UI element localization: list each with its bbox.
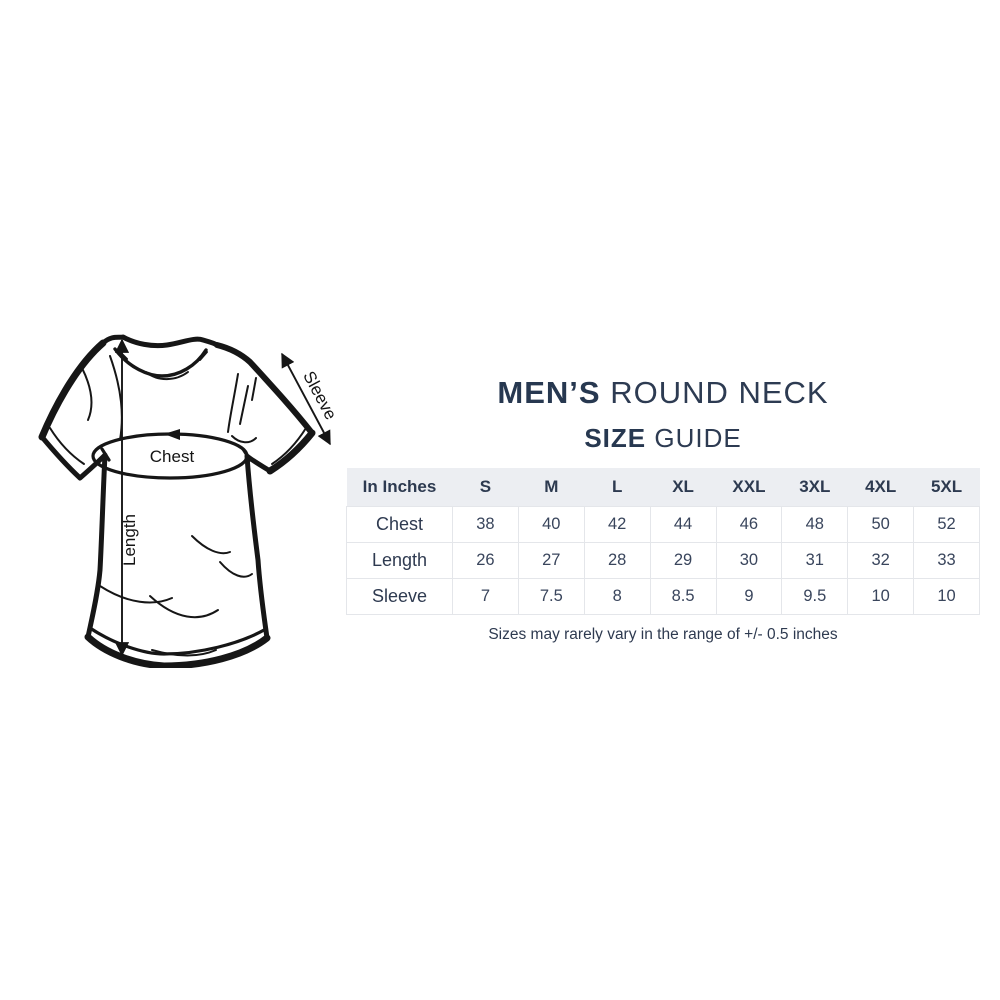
tshirt-outline-icon	[38, 334, 316, 668]
header-cell-size: XL	[650, 468, 716, 506]
tshirt-measurement-diagram: Chest Length Sleeve	[24, 328, 344, 668]
value-cell: 27	[517, 541, 585, 579]
header-cell-size: 3XL	[781, 468, 848, 506]
value-cell: 8.5	[649, 577, 717, 615]
value-cell: 26	[452, 541, 519, 579]
value-cell: 31	[781, 541, 849, 579]
page-title: MEN’S ROUND NECK	[346, 375, 980, 411]
value-cell: 46	[715, 505, 783, 543]
page-title-emphasis: MEN’S	[497, 375, 601, 410]
value-cell: 32	[847, 541, 915, 579]
row-label: Sleeve	[346, 577, 453, 615]
value-cell: 9.5	[781, 577, 849, 615]
value-cell: 38	[452, 505, 519, 543]
variance-footnote: Sizes may rarely vary in the range of +/…	[488, 626, 838, 643]
size-table: In Inches S M L XL XXL 3XL 4XL 5XL Chest…	[346, 468, 980, 615]
value-cell: 29	[649, 541, 717, 579]
chest-arrowhead-icon	[164, 429, 180, 440]
page-title-rest: ROUND NECK	[610, 375, 829, 410]
header-cell-size: L	[584, 468, 651, 506]
value-cell: 52	[913, 505, 980, 543]
value-cell: 44	[649, 505, 717, 543]
size-table-header-row: In Inches S M L XL XXL 3XL 4XL 5XL	[346, 468, 980, 506]
value-cell: 40	[517, 505, 585, 543]
header-cell-size: S	[452, 468, 519, 506]
page-subtitle-emphasis: SIZE	[584, 423, 647, 453]
row-label: Chest	[346, 505, 453, 543]
value-cell: 48	[781, 505, 849, 543]
value-cell: 30	[715, 541, 783, 579]
value-cell: 42	[583, 505, 651, 543]
sleeve-label: Sleeve	[299, 368, 340, 423]
value-cell: 33	[913, 541, 980, 579]
value-cell: 7	[452, 577, 519, 615]
value-cell: 10	[913, 577, 980, 615]
header-cell-size: XXL	[716, 468, 782, 506]
length-label: Length	[120, 514, 139, 566]
value-cell: 7.5	[517, 577, 585, 615]
header-cell-unit: In Inches	[346, 468, 453, 506]
header-cell-size: M	[518, 468, 585, 506]
length-measure: Length	[114, 338, 139, 657]
header-cell-size: 4XL	[847, 468, 914, 506]
table-row-length: Length 26 27 28 29 30 31 32 33	[346, 541, 980, 579]
fold-lines	[49, 355, 307, 619]
chest-measure: Chest	[91, 429, 249, 480]
value-cell: 8	[583, 577, 651, 615]
page-subtitle: SIZE GUIDE	[346, 423, 980, 454]
chest-label: Chest	[150, 447, 195, 466]
value-cell: 50	[847, 505, 915, 543]
tshirt-diagram-svg: Chest Length Sleeve	[38, 334, 340, 668]
value-cell: 10	[847, 577, 915, 615]
sleeve-arrow-icon	[281, 352, 331, 446]
row-label: Length	[346, 541, 453, 579]
page-subtitle-rest: GUIDE	[654, 423, 742, 453]
value-cell: 28	[583, 541, 651, 579]
table-row-chest: Chest 38 40 42 44 46 48 50 52	[346, 505, 980, 543]
value-cell: 9	[715, 577, 783, 615]
header-cell-size: 5XL	[913, 468, 980, 506]
table-row-sleeve: Sleeve 7 7.5 8 8.5 9 9.5 10 10	[346, 577, 980, 615]
